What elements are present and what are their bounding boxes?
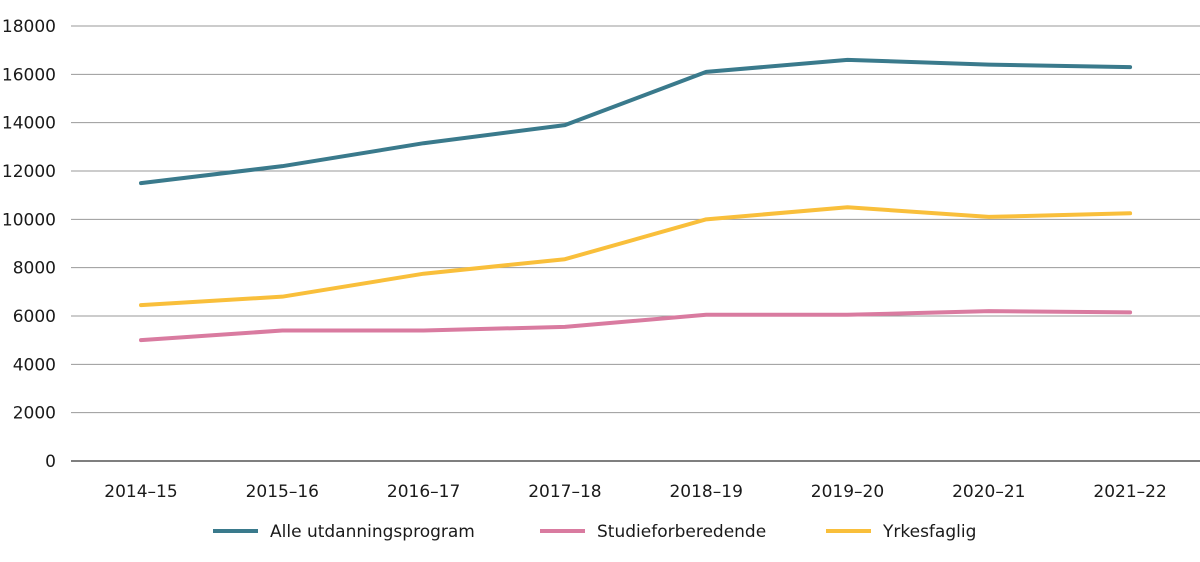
series-line-2 [139, 205, 1133, 308]
x-tick-label: 2015–16 [246, 482, 319, 502]
y-tick-label: 6000 [13, 307, 56, 327]
x-tick-label: 2017–18 [528, 482, 601, 502]
series-line-0 [139, 57, 1133, 186]
legend-label: Alle utdanningsprogram [270, 522, 475, 542]
x-tick-label: 2014–15 [104, 482, 177, 502]
y-tick-label: 10000 [2, 210, 56, 230]
x-tick-label: 2021–22 [1093, 482, 1166, 502]
series-lines [139, 57, 1133, 343]
legend-label: Studieforberedende [597, 522, 766, 542]
y-tick-label: 4000 [13, 355, 56, 375]
y-tick-label: 18000 [2, 17, 56, 37]
legend-label: Yrkesfaglig [882, 522, 976, 542]
y-tick-label: 12000 [2, 162, 56, 182]
series-line-1 [139, 309, 1133, 343]
x-tick-label: 2016–17 [387, 482, 460, 502]
x-axis-ticks: 2014–15 2015–16 2016–17 2017–18 2018–19 2019–… [104, 482, 1167, 502]
y-tick-label: 14000 [2, 114, 56, 134]
y-tick-label: 16000 [2, 65, 56, 85]
x-tick-label: 2018–19 [669, 482, 742, 502]
y-tick-label: 2000 [13, 404, 56, 424]
y-tick-label: 0 [45, 452, 56, 472]
x-tick-label: 2019–20 [811, 482, 884, 502]
x-tick-label: 2020–21 [952, 482, 1025, 502]
y-axis-ticks: 0 2000 4000 6000 8000 10000 12000 14000 16000 180… [2, 17, 56, 472]
gridlines [71, 25, 1200, 462]
y-tick-label: 8000 [13, 259, 56, 279]
legend: Alle utdanningsprogram Studieforberedende… [213, 522, 976, 542]
